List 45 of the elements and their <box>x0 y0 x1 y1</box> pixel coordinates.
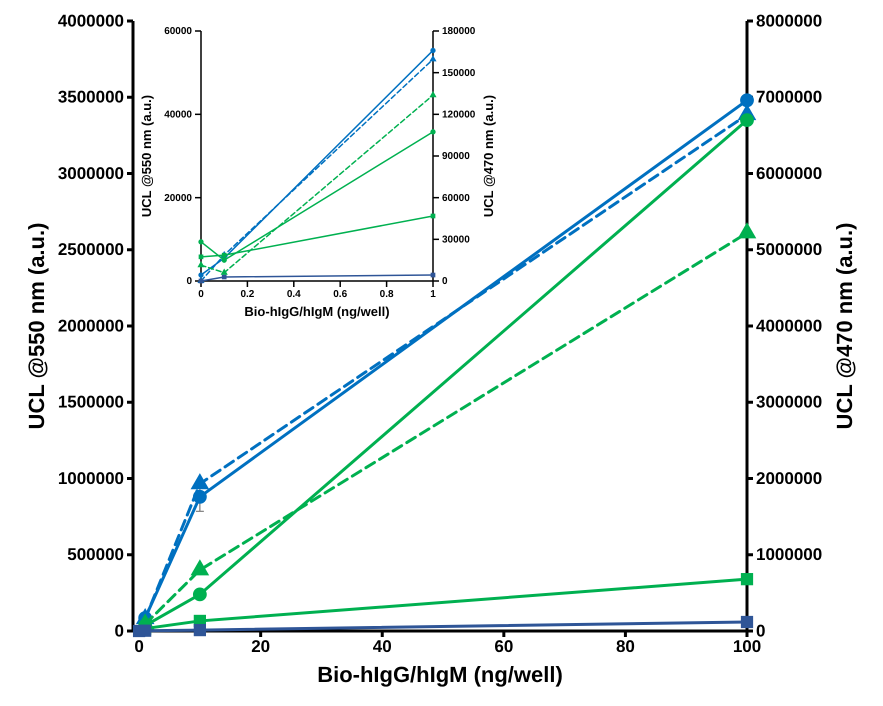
y2-tick-label: 8000000 <box>756 11 822 30</box>
x-tick-label: 0 <box>134 637 144 656</box>
y2-tick-label: 180000 <box>442 26 476 38</box>
y2-tick-label: 2000000 <box>756 468 822 488</box>
y-axis-title: UCL @550 nm (a.u.) <box>139 94 154 218</box>
x-tick-label: 20 <box>251 637 270 656</box>
y2-tick-label: 30000 <box>442 234 470 246</box>
y2-tick-label: 1000000 <box>756 545 822 564</box>
y-tick-label: 3000000 <box>58 164 124 183</box>
y-tick-label: 4000000 <box>58 11 124 30</box>
y2-tick-label: 3000000 <box>756 392 822 412</box>
x-tick-label: 80 <box>616 637 635 656</box>
x-tick-label: 0.6 <box>333 289 348 300</box>
y2-tick-label: 0 <box>442 276 448 288</box>
y-tick-label: 1000000 <box>58 468 124 488</box>
y2-tick-label: 4000000 <box>756 316 822 336</box>
x-tick-label: 60 <box>494 637 514 656</box>
x-tick-label: 0.8 <box>380 289 394 300</box>
x-tick-label: 0.2 <box>240 289 255 300</box>
y-tick-label: 3500000 <box>58 88 124 107</box>
y2-tick-label: 5000000 <box>756 240 822 260</box>
y-tick-label: 2000000 <box>58 316 124 336</box>
y2-axis-title: UCL @470 nm (a.u.) <box>832 222 857 430</box>
x-tick-label: 40 <box>372 637 392 656</box>
x-axis-title: Bio-hIgG/hIgM (ng/well) <box>317 662 563 687</box>
y2-tick-label: 60000 <box>442 192 470 204</box>
y2-tick-label: 90000 <box>442 151 470 162</box>
y2-tick-label: 7000000 <box>756 88 822 107</box>
y2-tick-label: 120000 <box>442 110 476 121</box>
y-tick-label: 60000 <box>164 26 192 38</box>
y-axis-title: UCL @550 nm (a.u.) <box>24 222 49 430</box>
y-tick-label: 500000 <box>67 545 124 564</box>
y-tick-label: 20000 <box>164 192 192 204</box>
x-tick-label: 1 <box>430 289 436 300</box>
y-tick-label: 0 <box>114 621 124 640</box>
y2-axis-title: UCL @470 nm (a.u.) <box>481 94 496 218</box>
y-tick-label: 1500000 <box>58 392 124 412</box>
y-tick-label: 0 <box>186 276 192 288</box>
x-tick-label: 0.4 <box>286 289 302 300</box>
y-tick-label: 2500000 <box>58 240 124 260</box>
y-tick-label: 40000 <box>164 110 192 121</box>
x-axis-title: Bio-hIgG/hIgM (ng/well) <box>244 304 390 319</box>
y2-tick-label: 150000 <box>442 68 476 79</box>
x-tick-label: 0 <box>198 289 204 300</box>
y2-tick-label: 6000000 <box>756 164 822 183</box>
